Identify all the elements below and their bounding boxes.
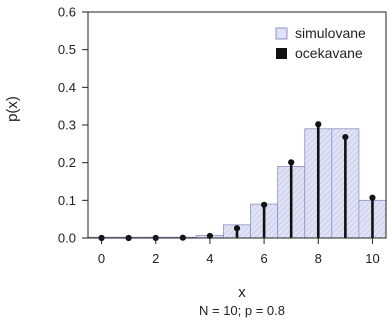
point-ocekavane-5 <box>233 225 241 232</box>
bars-layer <box>87 128 387 239</box>
point-ocekavane-8 <box>315 121 322 128</box>
point-ocekavane-4 <box>206 232 214 240</box>
point-ocekavane-9 <box>342 133 349 141</box>
y-tick-label: 0.2 <box>58 155 76 170</box>
x-tick-label: 0 <box>98 251 105 266</box>
legend-swatch-simulovane <box>275 27 288 40</box>
x-tick-label: 2 <box>152 251 159 266</box>
y-tick-label: 0.0 <box>58 231 76 246</box>
legend-swatch-ocekavane <box>276 48 287 59</box>
x-tick-label: 6 <box>260 251 267 266</box>
legend: simulovane ocekavane <box>275 25 366 61</box>
chart-subtitle: N = 10; p = 0.8 <box>199 303 285 318</box>
y-tick-label: 0.4 <box>58 80 76 95</box>
y-tick-label: 0.3 <box>58 118 76 133</box>
y-tick-label: 0.1 <box>58 193 76 208</box>
y-axis: 0.0 0.1 0.2 0.3 0.4 0.5 0.6 <box>58 5 88 246</box>
x-tick-label: 8 <box>315 251 322 266</box>
y-axis-label: p(x) <box>4 96 21 122</box>
point-ocekavane-6 <box>260 201 268 208</box>
x-tick-label: 10 <box>365 251 379 266</box>
legend-label-simulovane: simulovane <box>295 25 366 41</box>
y-tick-label: 0.6 <box>58 5 76 20</box>
x-tick-label: 4 <box>206 251 213 266</box>
y-tick-label: 0.5 <box>58 42 76 57</box>
legend-label-ocekavane: ocekavane <box>295 45 363 61</box>
point-ocekavane-10 <box>369 194 376 201</box>
x-axis: 0 2 4 6 8 10 <box>98 238 380 266</box>
x-axis-label: x <box>238 284 246 301</box>
point-ocekavane-7 <box>288 159 295 166</box>
